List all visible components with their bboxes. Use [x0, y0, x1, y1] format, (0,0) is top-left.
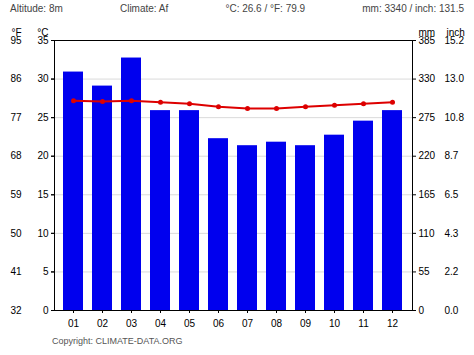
svg-text:15: 15 [37, 189, 49, 200]
svg-text:8.7: 8.7 [445, 150, 459, 161]
svg-text:86: 86 [10, 73, 22, 84]
svg-text:01: 01 [68, 318, 80, 329]
svg-text:95: 95 [10, 34, 22, 46]
svg-text:04: 04 [155, 318, 167, 329]
html-text:Altitude: 8m: Altitude: 8m [10, 3, 63, 14]
html-text:Climate: Af: Climate: Af [119, 3, 169, 14]
svg-text:10.8: 10.8 [445, 112, 465, 123]
svg-text:0: 0 [43, 305, 49, 316]
svg-text:12: 12 [387, 318, 399, 329]
svg-text:03: 03 [126, 318, 138, 329]
svg-text:0.0: 0.0 [445, 305, 459, 316]
svg-text:385: 385 [418, 34, 436, 46]
svg-text:°C: °C [37, 27, 48, 38]
svg-text:59: 59 [10, 189, 22, 200]
html-text:°C: 26.6 / °F: 79.9: °C: 26.6 / °F: 79.9 [225, 3, 306, 14]
svg-text:15.2: 15.2 [444, 34, 464, 46]
svg-text:220: 220 [419, 150, 436, 161]
svg-text:30: 30 [37, 73, 49, 84]
svg-text:0: 0 [419, 305, 425, 316]
svg-text:41: 41 [10, 266, 22, 277]
svg-text:20: 20 [37, 150, 49, 161]
svg-text:32: 32 [10, 305, 22, 316]
svg-text:165: 165 [419, 189, 436, 200]
svg-text:50: 50 [10, 228, 22, 239]
svg-text:275: 275 [419, 112, 436, 123]
svg-text:5: 5 [43, 266, 49, 277]
svg-text:02: 02 [97, 318, 109, 329]
svg-text:110: 110 [419, 228, 435, 239]
svg-text:4.3: 4.3 [445, 228, 459, 239]
svg-text:08: 08 [271, 318, 283, 329]
svg-text:35: 35 [37, 34, 49, 46]
svg-text:77: 77 [10, 112, 22, 123]
svg-text:55: 55 [419, 266, 431, 277]
svg-text:10: 10 [329, 318, 341, 329]
svg-text:10: 10 [37, 228, 49, 239]
svg-text:°F: °F [11, 27, 21, 38]
svg-text:07: 07 [242, 318, 254, 329]
svg-text:09: 09 [300, 318, 312, 329]
html-text:mm: 3340 / inch: 131.5: mm: 3340 / inch: 131.5 [362, 3, 464, 14]
svg-text:06: 06 [213, 318, 225, 329]
html-text:Copyright: CLIMATE-DATA.ORG: Copyright: CLIMATE-DATA.ORG [52, 336, 183, 346]
svg-text:6.5: 6.5 [445, 189, 459, 200]
svg-text:11: 11 [358, 318, 369, 329]
svg-text:2.2: 2.2 [445, 266, 459, 277]
svg-text:330: 330 [419, 73, 436, 84]
svg-text:inch: inch [447, 27, 465, 38]
svg-text:25: 25 [37, 112, 49, 123]
svg-text:05: 05 [184, 318, 196, 329]
svg-text:mm: mm [419, 27, 436, 38]
svg-text:68: 68 [10, 150, 22, 161]
svg-text:13.0: 13.0 [445, 73, 465, 84]
